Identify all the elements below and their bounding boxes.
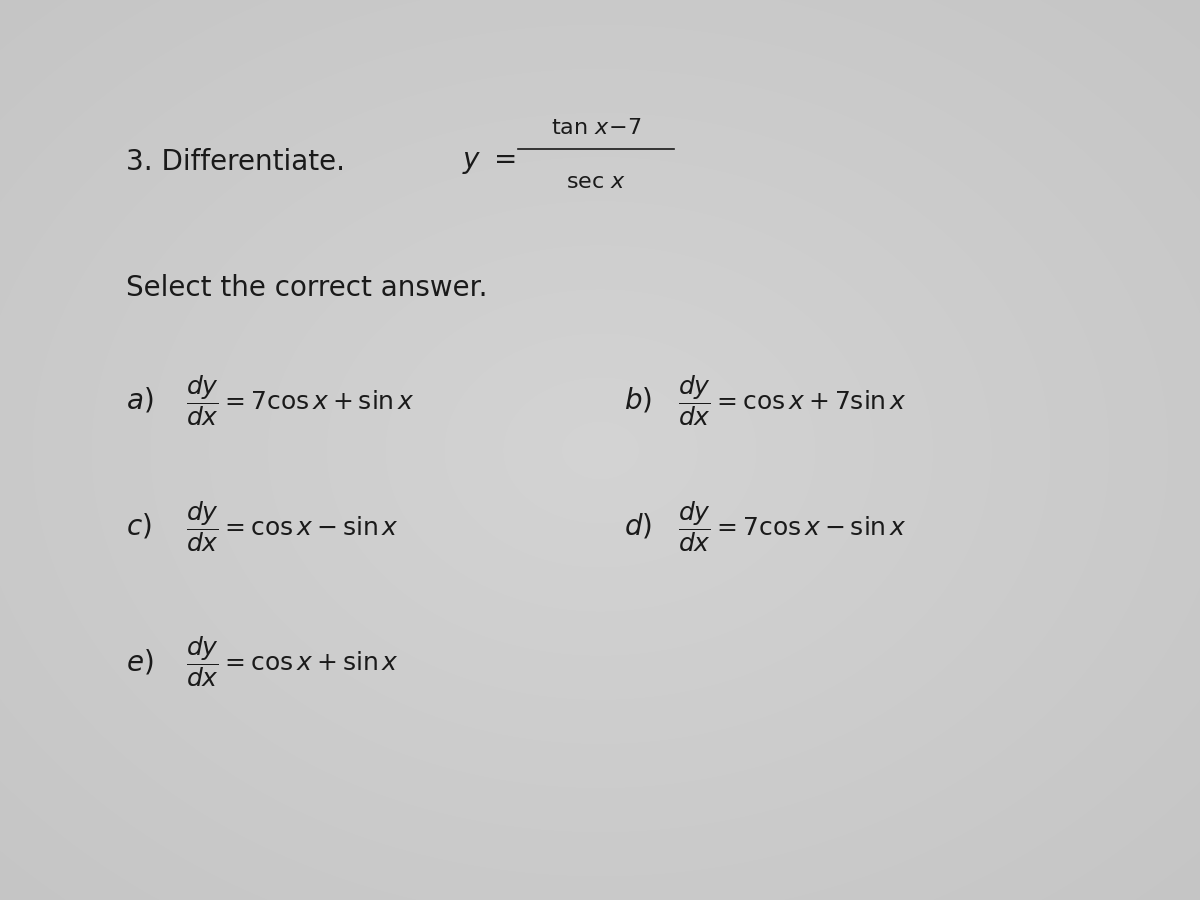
Text: $a)$: $a)$: [126, 386, 154, 415]
Text: $\dfrac{dy}{dx} = \cos x - \sin x$: $\dfrac{dy}{dx} = \cos x - \sin x$: [186, 500, 398, 554]
Text: $y\ =$: $y\ =$: [462, 148, 516, 176]
Text: $\dfrac{dy}{dx} = 7\cos x + \sin x$: $\dfrac{dy}{dx} = 7\cos x + \sin x$: [186, 374, 415, 428]
Text: $\dfrac{dy}{dx} = \cos x + 7\sin x$: $\dfrac{dy}{dx} = \cos x + 7\sin x$: [678, 374, 907, 428]
Text: 3. Differentiate.: 3. Differentiate.: [126, 148, 346, 176]
Text: $b)$: $b)$: [624, 386, 652, 415]
Text: $\mathrm{sec}\ x$: $\mathrm{sec}\ x$: [566, 172, 626, 192]
Text: $\mathrm{tan}\ x\!-\!7$: $\mathrm{tan}\ x\!-\!7$: [551, 118, 642, 138]
Text: Select the correct answer.: Select the correct answer.: [126, 274, 487, 302]
Text: $c)$: $c)$: [126, 512, 151, 541]
Text: $\dfrac{dy}{dx} = \cos x + \sin x$: $\dfrac{dy}{dx} = \cos x + \sin x$: [186, 634, 398, 688]
Text: $d)$: $d)$: [624, 512, 652, 541]
Text: $\dfrac{dy}{dx} = 7\cos x - \sin x$: $\dfrac{dy}{dx} = 7\cos x - \sin x$: [678, 500, 907, 554]
Text: $e)$: $e)$: [126, 647, 154, 676]
